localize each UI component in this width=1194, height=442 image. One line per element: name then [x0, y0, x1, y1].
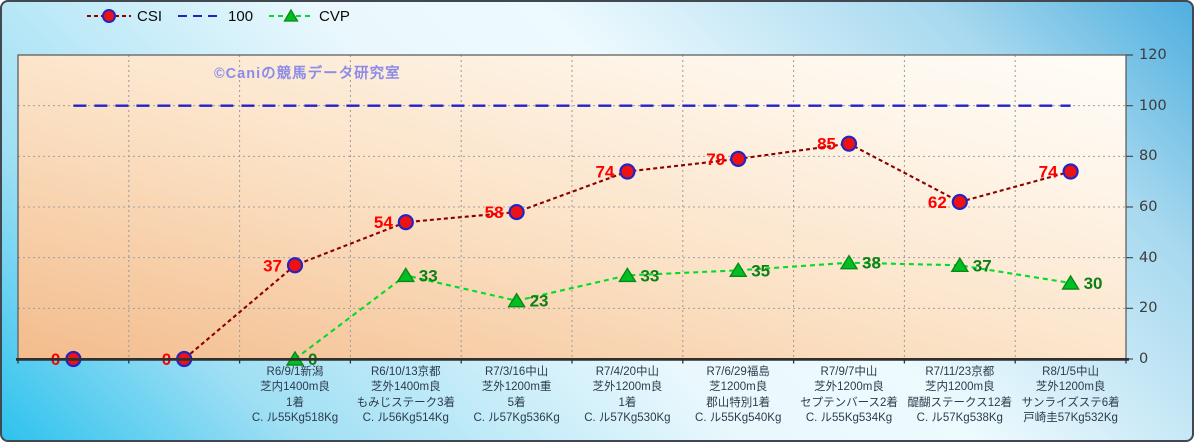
y-axis-label: 120	[1139, 47, 1167, 63]
x-axis-label: R8/1/5中山 芝外1200m良サンライズステ6着 戸崎圭57Kg532Kg	[983, 365, 1159, 426]
value-label: 33	[640, 266, 659, 285]
x-axis-label-line: もみじステーク3着	[356, 396, 455, 409]
x-axis-label: R6/9/1新潟 芝内1400m良 1着 C. ル55Kg518Kg	[207, 365, 383, 426]
y-axis-label: 60	[1139, 199, 1158, 215]
legend-triangle-marker-icon	[283, 8, 299, 22]
x-axis-label: R7/4/20中山 芝外1200m良 1着 C. ル57Kg530Kg	[539, 365, 715, 426]
legend-circle-marker-icon	[102, 9, 116, 23]
x-axis-label-line: サンライズステ6着	[1021, 396, 1120, 409]
chart-legend: CSI 100 CVP	[86, 7, 350, 25]
cvp-marker	[950, 256, 970, 272]
x-axis-label-line: R6/10/13京都	[370, 366, 441, 378]
value-label: 85	[817, 135, 836, 154]
x-axis-label-line: R6/9/1新潟	[266, 366, 324, 378]
x-axis-label: R7/6/29福島 芝1200m良 郡山特別1着 C. ル55Kg540Kg	[650, 365, 826, 426]
value-label: 35	[751, 261, 770, 280]
x-axis-label-line: 郡山特別1着	[706, 396, 771, 409]
x-axis-label: R7/3/16中山 芝外1200m重 5着 C. ル57Kg536Kg	[429, 365, 605, 426]
y-axis-label: 0	[1139, 351, 1149, 367]
x-axis-label-line: C. ル57Kg536Kg	[473, 411, 560, 424]
cvp-marker	[728, 261, 748, 278]
csi-marker	[730, 150, 747, 167]
legend-label: CVP	[319, 7, 350, 25]
x-axis-label-line: R8/1/5中山	[1042, 366, 1100, 378]
y-axis-label: 100	[1139, 97, 1167, 114]
series-line-CVP	[294, 261, 1071, 360]
value-label: 74	[1039, 163, 1058, 182]
value-label: 37	[263, 256, 282, 275]
cvp-marker	[618, 267, 637, 283]
legend-label: 100	[228, 7, 254, 25]
value-label: 62	[928, 193, 947, 212]
cvp-marker	[839, 254, 859, 270]
y-axis-label: 80	[1139, 148, 1158, 165]
x-axis-label-line: 芝外1200m良	[592, 381, 663, 394]
x-axis-label-line: 戸崎圭57Kg532Kg	[1023, 411, 1118, 424]
y-axis-label: 20	[1139, 300, 1158, 317]
csi-marker	[951, 193, 968, 211]
value-label: 33	[419, 266, 438, 285]
x-axis-label-line: 1着	[286, 396, 304, 409]
value-label: 38	[862, 254, 881, 273]
x-axis-label-line: 5着	[507, 396, 526, 409]
x-axis-label-line: R7/4/20中山	[595, 366, 660, 378]
x-axis-label-line: 芝1200m良	[709, 381, 768, 394]
csi-marker	[397, 214, 414, 231]
legend-sample-cvp	[269, 8, 314, 22]
x-axis-label-line: R7/6/29福島	[706, 366, 770, 378]
legend-item-csi: CSI	[86, 7, 162, 25]
csi-marker	[840, 135, 858, 152]
legend-item-100: 100	[177, 7, 253, 25]
x-axis-label-line: 芝外1200m重	[481, 381, 552, 394]
x-axis-label-line: R7/9/7中山	[820, 366, 878, 378]
legend-sample-100	[178, 14, 223, 18]
cvp-marker	[1061, 274, 1080, 290]
csi-marker	[619, 163, 636, 180]
x-axis-label-line: C. ル55Kg540Kg	[695, 411, 782, 424]
legend-sample-csi	[87, 9, 131, 23]
x-axis-label-line: セプテンバース2着	[800, 396, 898, 409]
x-axis-label-line: C. ル55Kg518Kg	[251, 411, 339, 424]
cvp-marker	[396, 267, 416, 283]
x-axis-label-line: C. ル55Kg534Kg	[805, 411, 893, 424]
x-axis-label-line: 醍醐ステークス12着	[907, 396, 1013, 409]
value-label: 30	[1084, 274, 1103, 293]
x-axis-label: R7/9/7中山 芝外1200m良セプテンバース2着 C. ル55Kg534Kg	[761, 365, 937, 426]
value-label: 58	[485, 203, 504, 222]
x-axis-label-line: 芝外1200m良	[814, 381, 884, 394]
value-label: 37	[973, 256, 992, 275]
x-axis-label: R7/11/23京都 芝内1200m良醍醐ステークス12着 C. ル57Kg538K…	[872, 365, 1048, 426]
watermark: ©Caniの競馬データ研究室	[214, 66, 401, 82]
x-axis-label-line: R7/3/16中山	[484, 366, 549, 378]
x-axis-label-line: 1着	[618, 396, 637, 409]
x-axis-label-line: R7/11/23京都	[925, 366, 995, 378]
legend-item-cvp: CVP	[268, 7, 350, 25]
series-line-CSI	[73, 142, 1071, 361]
x-axis-label-line: 芝外1400m良	[370, 381, 441, 394]
x-axis-label-line: C. ル56Kg514Kg	[362, 411, 449, 424]
value-label: 74	[595, 163, 614, 182]
csi-marker	[508, 203, 525, 221]
cvp-marker	[507, 292, 526, 308]
value-label: 23	[530, 292, 549, 311]
csi-marker	[286, 257, 304, 274]
value-label: 79	[706, 150, 725, 169]
value-label: 54	[374, 213, 393, 232]
y-axis-label: 40	[1139, 249, 1158, 266]
x-axis-label-line: C. ル57Kg530Kg	[584, 411, 671, 424]
x-axis-label: R6/10/13京都 芝外1400m良もみじステーク3着 C. ル56Kg514Kg	[318, 365, 494, 426]
x-axis-label-line: 芝内1200m良	[924, 381, 995, 394]
x-axis-label-line: C. ル57Kg538Kg	[916, 411, 1003, 424]
x-axis-label-line: 芝内1400m良	[260, 381, 330, 394]
csi-marker	[1062, 163, 1079, 180]
x-axis-label-line: 芝外1200m良	[1035, 381, 1106, 394]
legend-label: CSI	[137, 7, 163, 25]
